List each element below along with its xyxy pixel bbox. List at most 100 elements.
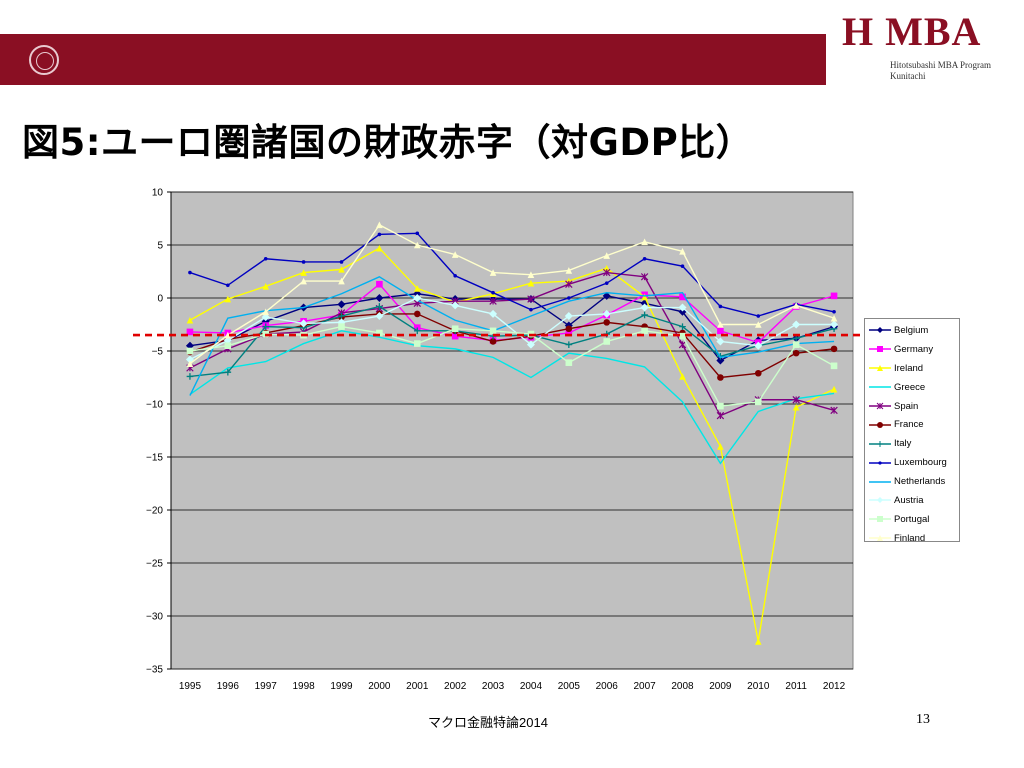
data-point-spain [716, 411, 725, 420]
y-tick-label: −35 [146, 665, 163, 676]
data-point-italy [641, 311, 648, 319]
data-point-portugal [451, 325, 459, 333]
legend-item-greece: Greece [865, 378, 959, 397]
data-point-austria [413, 293, 422, 303]
data-point-portugal [565, 359, 573, 366]
data-point-ireland [830, 385, 838, 393]
data-point-luxembourg [756, 314, 761, 318]
data-point-italy [679, 323, 686, 330]
data-point-germany [376, 280, 383, 288]
x-tick-label: 2009 [709, 681, 732, 692]
footer-course-title: マクロ金融特論2014 [428, 715, 548, 730]
data-point-belgium [716, 356, 725, 365]
legend-label-portugal: Portugal [894, 513, 930, 525]
data-point-spain [678, 340, 687, 349]
data-point-portugal [641, 327, 648, 335]
data-point-luxembourg [604, 281, 609, 285]
x-tick-label: 2008 [671, 681, 694, 692]
x-tick-label: 1998 [292, 681, 315, 692]
university-seal-icon [29, 45, 59, 75]
data-point-ireland [300, 269, 307, 276]
x-tick-label: 2000 [368, 681, 391, 692]
data-point-portugal [338, 323, 345, 330]
y-tick-label: −30 [146, 612, 163, 623]
x-tick-label: 1999 [330, 681, 353, 692]
legend-label-ireland: Ireland [894, 362, 924, 374]
legend-swatch-greece [869, 386, 891, 388]
data-point-italy [376, 303, 383, 310]
data-point-portugal [717, 402, 724, 410]
x-tick-label: 1995 [179, 681, 202, 692]
logo-text: H MBA [842, 9, 982, 54]
data-point-finland [717, 321, 724, 328]
x-tick-label: 2006 [596, 681, 619, 692]
slide-title: 図5:ユーロ圏諸国の財政赤字（対GDP比） [22, 121, 754, 164]
data-point-ireland [376, 244, 383, 252]
data-point-finland [224, 331, 232, 339]
series-line-ireland [189, 247, 835, 642]
data-point-france [830, 345, 838, 353]
data-point-spain [489, 297, 497, 305]
legend-label-luxembourg: Luxembourg [894, 457, 947, 469]
data-point-france [754, 369, 762, 377]
data-point-luxembourg [491, 290, 495, 295]
logo-subtitle: Hitotsubashi MBA Program Kunitachi [890, 60, 992, 81]
data-point-luxembourg [642, 256, 647, 261]
data-point-luxembourg [226, 283, 230, 288]
data-point-ireland [679, 373, 686, 380]
data-point-finland [489, 269, 497, 276]
data-point-italy [565, 341, 573, 348]
data-point-austria [375, 312, 384, 321]
series-line-spain [189, 271, 835, 417]
data-point-portugal [679, 332, 686, 340]
x-tick-label: 2005 [558, 681, 581, 692]
y-tick-label: −10 [146, 400, 163, 411]
data-point-portugal [830, 362, 838, 370]
data-point-germany [565, 329, 573, 337]
data-point-italy [224, 368, 232, 376]
legend-item-netherlands: Netherlands [865, 472, 959, 491]
data-point-finland [262, 308, 270, 316]
data-point-portugal [224, 342, 232, 349]
legend-swatch-belgium [869, 327, 891, 334]
chart-legend: Belgium Germany Ireland Greece Spain France It… [864, 318, 960, 544]
data-point-finland [338, 277, 345, 285]
data-point-finland [413, 241, 421, 249]
data-point-france [413, 310, 421, 318]
legend-item-italy: Italy [865, 434, 959, 453]
data-point-austria [526, 340, 535, 349]
data-point-austria [754, 341, 763, 350]
data-point-portugal [413, 340, 421, 347]
data-point-france [792, 349, 800, 357]
y-tick-label: 5 [157, 241, 163, 252]
legend-item-austria: Austria [865, 491, 959, 510]
y-tick-label: −25 [146, 559, 163, 570]
data-point-austria [830, 320, 839, 329]
data-point-france [489, 338, 497, 345]
data-point-luxembourg [377, 232, 382, 237]
series-line-italy [189, 305, 835, 378]
x-tick-label: 1996 [217, 681, 240, 692]
data-point-finland [792, 302, 800, 309]
y-tick-label: 0 [157, 294, 163, 305]
legend-item-france: France [865, 415, 959, 434]
mba-logo: H MBA Hitotsubashi MBA Program Kunitachi [826, 0, 1024, 96]
data-point-france [603, 319, 611, 326]
data-point-germany [830, 292, 838, 300]
legend-swatch-netherlands [869, 480, 891, 483]
data-point-finland [527, 271, 535, 278]
data-point-austria [261, 313, 270, 322]
data-point-austria [678, 303, 687, 312]
data-point-italy [186, 373, 194, 380]
data-point-spain [527, 295, 535, 303]
data-point-luxembourg [415, 231, 420, 236]
legend-item-luxembourg: Luxembourg [865, 453, 959, 472]
series-line-luxembourg [189, 232, 835, 317]
data-point-france [565, 325, 573, 333]
data-point-ireland [717, 443, 724, 450]
data-point-ireland [262, 283, 270, 290]
data-point-finland [679, 248, 686, 255]
data-point-austria [602, 309, 611, 318]
data-point-luxembourg [529, 307, 533, 312]
series-line-austria [189, 297, 835, 361]
